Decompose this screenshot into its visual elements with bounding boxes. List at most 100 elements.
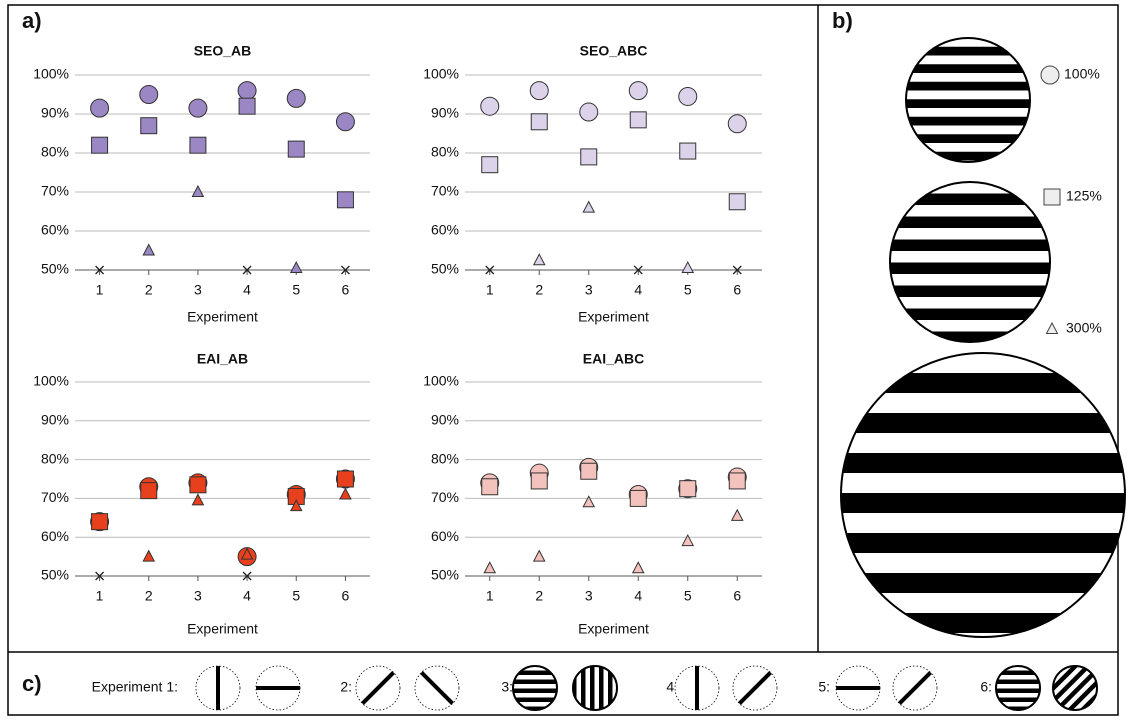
y-tick-label: 60% (431, 222, 459, 238)
x-tick-label: 5 (292, 588, 300, 604)
marker-square (531, 114, 547, 130)
y-tick-label: 80% (431, 144, 459, 160)
grating (991, 662, 1045, 720)
marker-triangle (633, 562, 644, 573)
x-tick-label: 3 (585, 588, 593, 604)
experiment-label: 3: (501, 679, 513, 695)
marker-square (680, 143, 696, 159)
figure: a) b) c) SEO_ABExperiment50%60%70%80%90%… (0, 0, 1127, 720)
marker-square (92, 514, 108, 530)
y-tick-label: 90% (431, 412, 459, 428)
panel-label: a) (22, 8, 42, 33)
x-tick-label: 6 (342, 282, 350, 298)
marker-triangle (534, 551, 545, 562)
marker-triangle (583, 496, 594, 507)
experiment-label: 2: (340, 679, 352, 695)
x-tick-label: 3 (585, 282, 593, 298)
x-tick-label: 6 (733, 588, 741, 604)
x-tick-label: 6 (342, 588, 350, 604)
marker-circle (481, 97, 499, 115)
grating (251, 666, 305, 710)
experiment-label: Experiment 1: (92, 679, 178, 695)
marker-circle (140, 86, 158, 104)
marker-square (337, 471, 353, 487)
x-axis-label: Experiment (187, 309, 258, 325)
y-tick-label: 100% (423, 66, 459, 82)
marker-square (482, 157, 498, 173)
marker-triangle (1047, 323, 1058, 334)
marker-square (92, 137, 108, 153)
experiment-label: 6: (980, 679, 992, 695)
marker-triangle (682, 262, 693, 273)
x-tick-label: 5 (684, 588, 692, 604)
chart-title: EAI_ABC (583, 351, 644, 367)
marker-square (531, 473, 547, 489)
marker-circle (1041, 66, 1059, 84)
x-tick-label: 1 (96, 282, 104, 298)
marker-circle (238, 82, 256, 100)
marker-triangle (143, 551, 154, 562)
legend-label: 300% (1066, 320, 1102, 336)
x-tick-label: 1 (486, 588, 494, 604)
y-tick-label: 50% (41, 261, 69, 277)
legend-label: 100% (1064, 66, 1100, 82)
x-tick-label: 4 (243, 282, 251, 298)
x-axis-label: Experiment (187, 621, 258, 637)
marker-triangle (143, 245, 154, 256)
x-tick-label: 1 (96, 588, 104, 604)
marker-square (141, 483, 157, 499)
grating (508, 662, 562, 720)
marker-triangle (192, 186, 203, 197)
marker-triangle (291, 262, 302, 273)
marker-circle (580, 103, 598, 121)
y-tick-label: 80% (431, 450, 459, 466)
y-tick-label: 100% (33, 66, 69, 82)
y-tick-label: 70% (41, 489, 69, 505)
x-tick-label: 2 (145, 588, 153, 604)
x-tick-label: 2 (535, 282, 543, 298)
grating (675, 661, 719, 715)
y-tick-label: 60% (431, 528, 459, 544)
x-axis-label: Experiment (578, 309, 649, 325)
marker-square (190, 137, 206, 153)
marker-square (482, 479, 498, 495)
x-tick-label: 5 (292, 282, 300, 298)
marker-square (630, 112, 646, 128)
marker-square (239, 98, 255, 114)
chart-title: SEO_ABC (580, 43, 648, 59)
y-tick-label: 90% (431, 105, 459, 121)
x-tick-label: 2 (145, 282, 153, 298)
y-tick-label: 60% (41, 222, 69, 238)
marker-circle (189, 99, 207, 117)
y-tick-label: 100% (423, 373, 459, 389)
marker-square (337, 192, 353, 208)
x-tick-label: 3 (194, 588, 202, 604)
x-axis-label: Experiment (578, 621, 649, 637)
marker-circle (336, 113, 354, 131)
panel-label: b) (832, 8, 853, 33)
y-tick-label: 70% (431, 489, 459, 505)
y-tick-label: 80% (41, 450, 69, 466)
legend-label: 125% (1066, 188, 1102, 204)
marker-triangle (732, 510, 743, 521)
grating (885, 171, 1055, 367)
marker-square (680, 481, 696, 497)
marker-circle (679, 87, 697, 105)
x-tick-label: 1 (486, 282, 494, 298)
chart-title: SEO_AB (194, 43, 252, 59)
x-tick-label: 4 (634, 282, 642, 298)
marker-square (581, 149, 597, 165)
marker-square (1044, 189, 1060, 205)
marker-square (630, 490, 646, 506)
grating (196, 661, 240, 715)
x-tick-label: 5 (684, 282, 692, 298)
marker-triangle (583, 202, 594, 213)
marker-triangle (340, 489, 351, 500)
y-tick-label: 90% (41, 412, 69, 428)
grating (836, 333, 1127, 713)
x-tick-label: 6 (733, 282, 741, 298)
marker-triangle (192, 494, 203, 505)
y-tick-label: 70% (41, 183, 69, 199)
y-tick-label: 80% (41, 144, 69, 160)
y-tick-label: 50% (431, 567, 459, 583)
